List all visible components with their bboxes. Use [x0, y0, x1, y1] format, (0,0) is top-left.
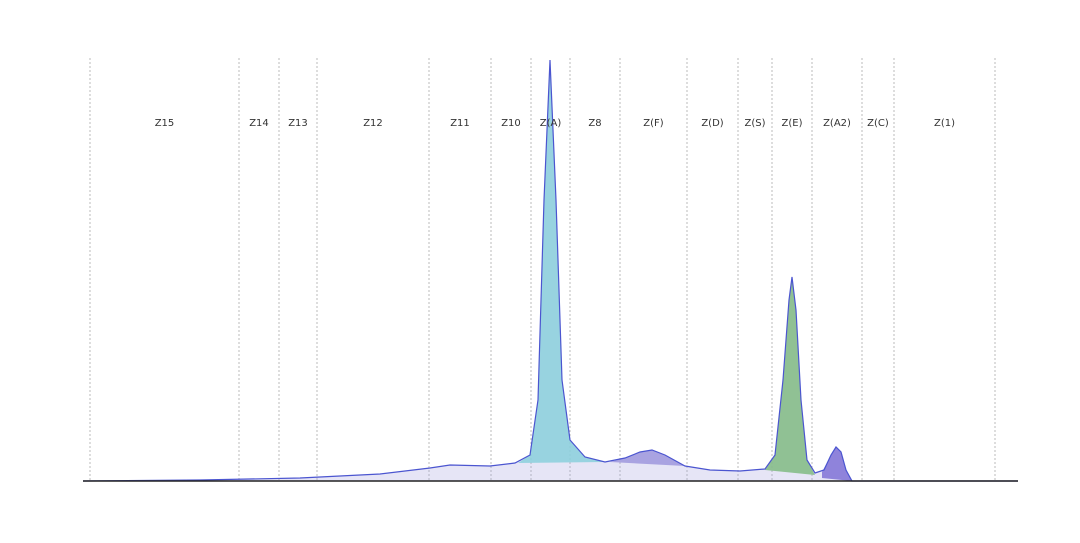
- peak-ze-fill: [765, 277, 815, 475]
- zone-label: Z12: [363, 118, 383, 129]
- zone-label: Z8: [588, 118, 601, 129]
- zone-boundaries: [89, 58, 996, 481]
- zone-label: Z15: [155, 118, 175, 129]
- peak-za2-fill: [822, 447, 852, 481]
- zone-label: Z(C): [867, 118, 889, 129]
- zone-label: Z(E): [782, 118, 803, 129]
- peak-za-fill: [518, 60, 605, 463]
- zone-label: Z13: [288, 118, 308, 129]
- zone-label: Z10: [501, 118, 521, 129]
- peak-zf-fill: [610, 450, 685, 466]
- zone-label: Z(1): [934, 118, 955, 129]
- zone-label: Z(A2): [823, 118, 851, 129]
- zone-label: Z(F): [643, 118, 664, 129]
- zone-labels: Z15 Z14 Z13 Z12 Z11 Z10 Z(A) Z8 Z(F) Z(D) Z(S) Z(E)…: [155, 118, 955, 129]
- zone-label: Z14: [249, 118, 269, 129]
- zone-label: Z(A): [540, 118, 562, 129]
- curve: [82, 59, 1018, 482]
- zone-label: Z(D): [701, 118, 723, 129]
- zone-label: Z11: [450, 118, 470, 129]
- zone-label: Z(S): [744, 118, 765, 129]
